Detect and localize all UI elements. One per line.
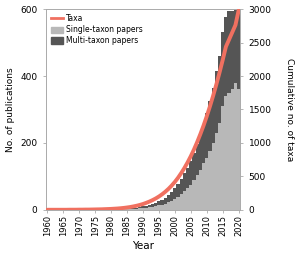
Bar: [173, 199, 176, 210]
Bar: [231, 89, 234, 210]
Bar: [113, 209, 116, 210]
Bar: [176, 184, 180, 197]
Bar: [224, 17, 227, 96]
Bar: [160, 199, 164, 205]
Bar: [199, 135, 202, 170]
Bar: [196, 144, 199, 175]
Bar: [192, 153, 196, 180]
Bar: [208, 151, 212, 210]
X-axis label: Year: Year: [132, 241, 154, 251]
Bar: [205, 113, 208, 158]
Bar: [129, 208, 132, 209]
Bar: [221, 32, 224, 106]
Bar: [116, 209, 119, 210]
Bar: [148, 207, 151, 210]
Bar: [154, 206, 157, 210]
Bar: [218, 56, 221, 123]
Bar: [221, 106, 224, 210]
Bar: [151, 204, 154, 207]
Bar: [167, 202, 170, 210]
Bar: [202, 163, 205, 210]
Bar: [183, 173, 186, 191]
Bar: [186, 188, 189, 210]
Bar: [132, 209, 135, 210]
Bar: [164, 198, 167, 204]
Bar: [227, 11, 231, 93]
Bar: [202, 124, 205, 163]
Legend: Taxa, Single-taxon papers, Multi-taxon papers: Taxa, Single-taxon papers, Multi-taxon p…: [50, 13, 145, 47]
Bar: [208, 101, 212, 151]
Bar: [154, 203, 157, 206]
Bar: [167, 195, 170, 202]
Bar: [119, 209, 122, 210]
Bar: [218, 123, 221, 210]
Bar: [180, 194, 183, 210]
Bar: [122, 209, 125, 210]
Bar: [145, 208, 148, 210]
Bar: [173, 188, 176, 199]
Bar: [231, 11, 234, 89]
Bar: [205, 158, 208, 210]
Bar: [212, 88, 215, 143]
Bar: [215, 133, 218, 210]
Bar: [148, 205, 151, 207]
Bar: [160, 205, 164, 210]
Bar: [237, 89, 240, 210]
Y-axis label: Cumulative no. of taxa: Cumulative no. of taxa: [285, 58, 294, 161]
Bar: [227, 93, 231, 210]
Bar: [138, 207, 141, 208]
Bar: [141, 206, 145, 208]
Bar: [189, 161, 192, 185]
Bar: [164, 204, 167, 210]
Bar: [183, 191, 186, 210]
Bar: [170, 192, 173, 200]
Bar: [196, 175, 199, 210]
Bar: [234, 83, 237, 210]
Bar: [212, 143, 215, 210]
Bar: [151, 207, 154, 210]
Bar: [180, 179, 183, 194]
Bar: [170, 200, 173, 210]
Bar: [132, 208, 135, 209]
Bar: [237, 9, 240, 89]
Bar: [189, 185, 192, 210]
Bar: [186, 168, 189, 188]
Bar: [215, 71, 218, 133]
Bar: [224, 96, 227, 210]
Bar: [138, 208, 141, 210]
Bar: [145, 206, 148, 208]
Y-axis label: No. of publications: No. of publications: [6, 67, 15, 152]
Bar: [199, 170, 202, 210]
Bar: [141, 208, 145, 210]
Bar: [129, 209, 132, 210]
Bar: [125, 209, 129, 210]
Bar: [157, 205, 161, 210]
Bar: [176, 197, 180, 210]
Bar: [157, 201, 161, 205]
Bar: [234, 10, 237, 83]
Bar: [135, 209, 138, 210]
Bar: [110, 209, 113, 210]
Bar: [192, 180, 196, 210]
Bar: [135, 208, 138, 209]
